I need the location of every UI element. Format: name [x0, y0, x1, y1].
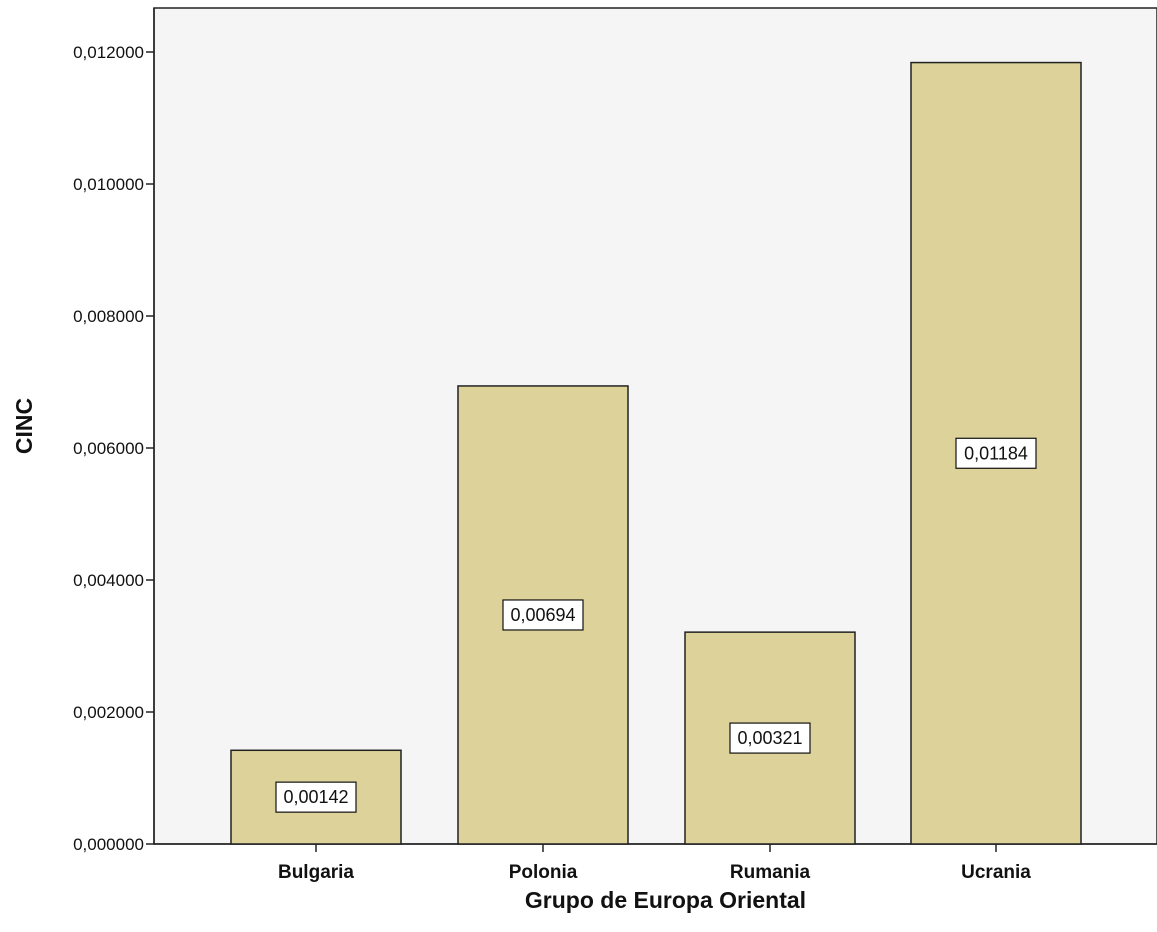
- y-tick-label: 0,004000: [73, 571, 144, 590]
- x-axis: Bulgaria Polonia Rumania Ucrania: [154, 843, 1157, 883]
- data-label-polonia: 0,00694: [502, 599, 584, 631]
- y-tick-label: 0,012000: [73, 43, 144, 62]
- x-tick-label: Rumania: [730, 862, 811, 883]
- data-labels-group: 0,00142 0,00694 0,00321 0,01184: [275, 437, 1037, 813]
- x-tick-label: Ucrania: [961, 862, 1031, 883]
- y-tick-label: 0,002000: [73, 703, 144, 722]
- data-label-box: [729, 722, 811, 754]
- data-label-box: [502, 599, 584, 631]
- x-tick-label: Bulgaria: [278, 862, 354, 883]
- x-tick-label: Polonia: [509, 862, 578, 883]
- y-axis-title: CINC: [11, 398, 37, 454]
- data-label-ucrania: 0,01184: [955, 437, 1037, 469]
- data-label-rumania: 0,00321: [729, 722, 811, 754]
- data-label-text: 0,00694: [510, 605, 575, 625]
- x-axis-title: Grupo de Europa Oriental: [525, 887, 806, 913]
- data-label-text: 0,00142: [283, 787, 348, 807]
- data-label-box: [275, 781, 357, 813]
- y-tick-label: 0,010000: [73, 175, 144, 194]
- y-tick-label: 0,000000: [73, 835, 144, 854]
- y-tick-label: 0,008000: [73, 307, 144, 326]
- y-axis: 0,000000 0,002000 0,004000 0,006000 0,008000…: [73, 8, 155, 854]
- data-label-box: [955, 437, 1037, 469]
- y-tick-label: 0,006000: [73, 439, 144, 458]
- data-label-text: 0,00321: [737, 728, 802, 748]
- data-label-text: 0,01184: [964, 443, 1028, 463]
- data-label-bulgaria: 0,00142: [275, 781, 357, 813]
